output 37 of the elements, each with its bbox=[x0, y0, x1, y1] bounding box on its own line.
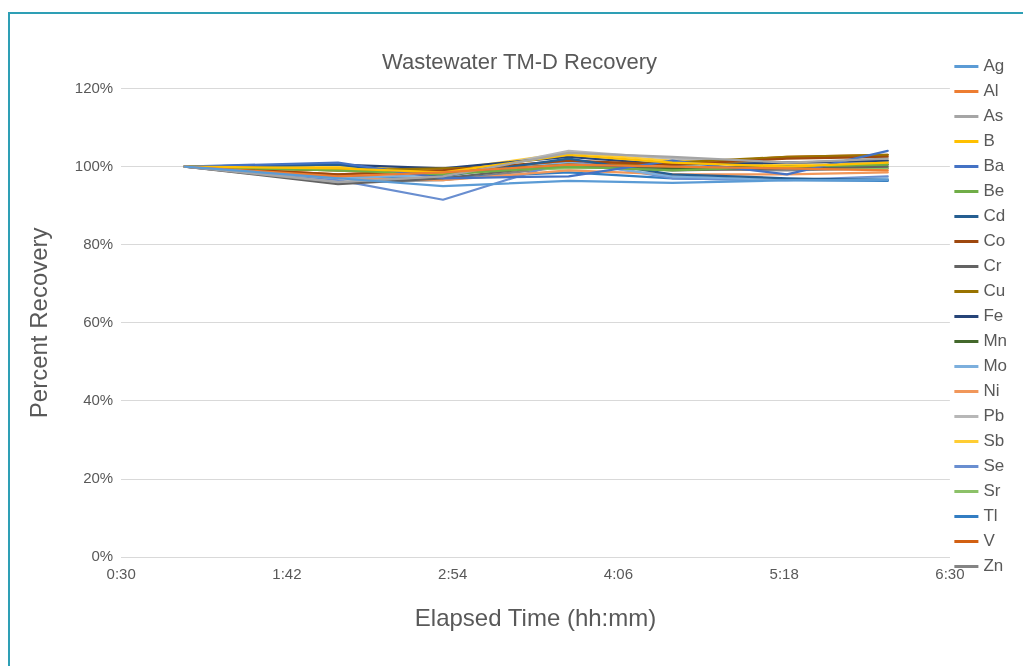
legend-label: Cd bbox=[983, 206, 1006, 226]
legend-label: Cr bbox=[983, 256, 1002, 276]
legend-label: Cu bbox=[983, 281, 1006, 301]
legend-label: Ba bbox=[983, 156, 1005, 176]
x-tick-label: 0:30 bbox=[106, 565, 136, 583]
legend-label: B bbox=[983, 131, 995, 151]
legend-label: Be bbox=[983, 181, 1005, 201]
legend-label: Zn bbox=[983, 556, 1004, 576]
y-tick-label: 120% bbox=[74, 78, 114, 96]
y-tick-label: 100% bbox=[74, 156, 114, 174]
y-tick-label: 20% bbox=[83, 469, 114, 487]
x-tick-label: 2:54 bbox=[438, 565, 468, 583]
legend-label: Co bbox=[983, 231, 1006, 251]
legend-label: Fe bbox=[983, 306, 1004, 326]
legend-label: Ni bbox=[983, 381, 1000, 401]
x-tick-label: 1:42 bbox=[272, 565, 302, 583]
y-axis-title: Percent Recovery bbox=[25, 227, 53, 419]
y-tick-label: 60% bbox=[83, 312, 114, 330]
y-tick-label: 80% bbox=[83, 234, 114, 252]
legend-label: Mo bbox=[983, 356, 1008, 376]
x-axis-title: Elapsed Time (hh:mm) bbox=[414, 604, 657, 632]
legend-label: Sb bbox=[983, 431, 1005, 451]
chart-title: Wastewater TM-D Recovery bbox=[381, 49, 658, 75]
legend-label: Al bbox=[983, 81, 999, 101]
y-tick-label: 0% bbox=[91, 547, 114, 565]
legend-label: Se bbox=[983, 456, 1005, 476]
legend-label: Pb bbox=[983, 406, 1005, 426]
x-tick-label: 5:18 bbox=[769, 565, 799, 583]
legend-label: As bbox=[983, 106, 1004, 126]
legend-label: Sr bbox=[983, 481, 1001, 501]
legend-label: V bbox=[983, 531, 996, 551]
x-tick-label: 6:30 bbox=[935, 565, 965, 583]
x-tick-label: 4:06 bbox=[603, 565, 633, 583]
legend-label: Ag bbox=[983, 56, 1005, 76]
legend-label: Mn bbox=[983, 331, 1008, 351]
legend-label: Tl bbox=[983, 506, 998, 526]
y-tick-label: 40% bbox=[83, 391, 114, 409]
